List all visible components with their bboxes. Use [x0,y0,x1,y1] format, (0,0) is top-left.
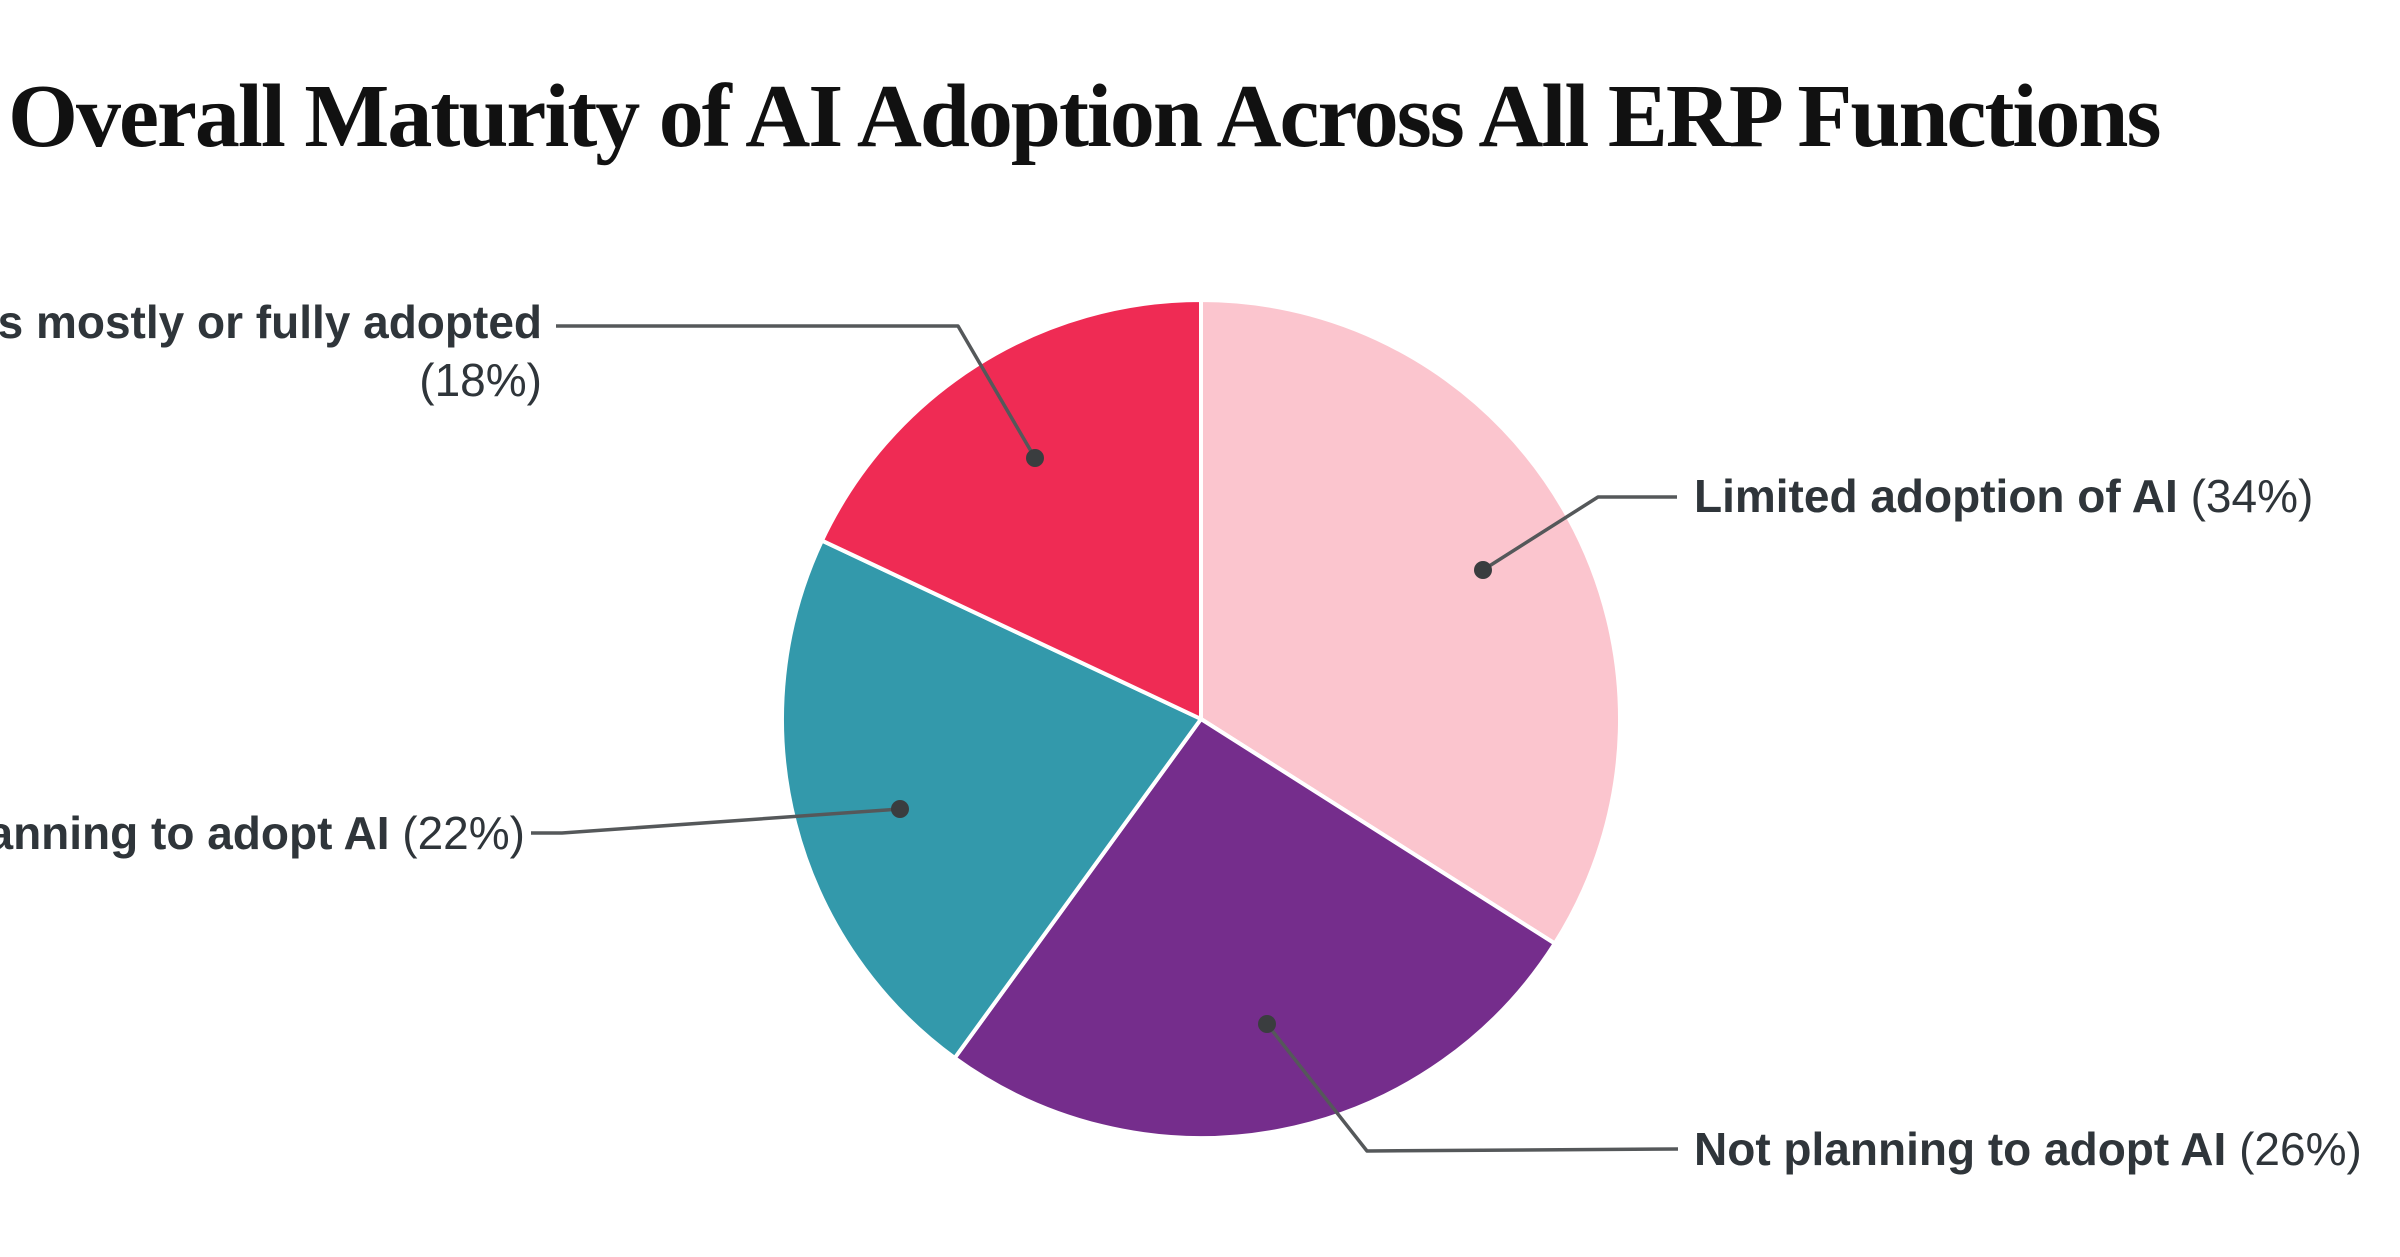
slice-label-text: Planning to adopt AI [0,807,390,859]
slice-label-percent: (18%) [419,354,542,406]
leader-dot-limited [1474,561,1492,579]
slice-label-text: AI is mostly or fully adopted [0,296,542,348]
slice-label-mostly-fully: AI is mostly or fully adopted (18%) [0,293,542,409]
leader-dot-not-planning [1258,1015,1276,1033]
leader-line-limited [1482,495,1677,572]
slice-label-not-planning: Not planning to adopt AI (26%) [1694,1120,2362,1178]
slice-label-planning: Planning to adopt AI (22%) [0,804,525,862]
leader-line-planning [531,807,901,835]
slice-label-percent: (26%) [2239,1123,2362,1175]
pie-slice-not-planning [952,717,1557,1141]
slice-label-percent: (34%) [2190,470,2314,522]
slice-label-limited: Limited adoption of AI (34%) [1694,467,2313,525]
slice-label-text: Not planning to adopt AI [1694,1123,2227,1175]
leader-line-mostly-fully [556,324,1037,459]
pie-slice-mostly-fully [819,298,1203,721]
leader-line-not-planning [1265,1022,1679,1153]
slice-label-text: Limited adoption of AI [1694,470,2178,522]
leader-dot-mostly-fully [1026,449,1044,467]
chart-title: Overall Maturity of AI Adoption Across A… [8,67,2161,166]
slice-label-percent: (22%) [402,807,525,859]
leader-dot-planning [891,800,909,818]
